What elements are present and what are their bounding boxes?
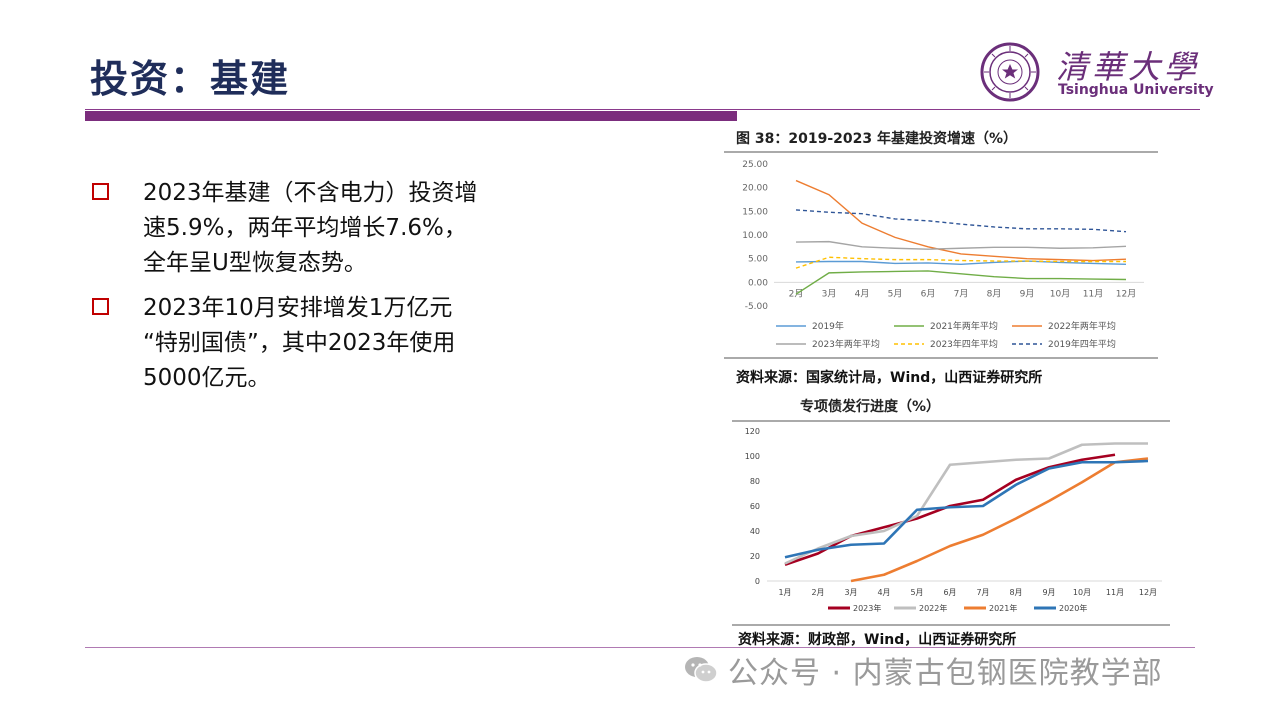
chart2-x-tick-label: 4月 [877, 588, 890, 597]
chart2-x-tick-label: 8月 [1009, 588, 1022, 597]
chart1-x-tick-label: 9月 [1020, 288, 1035, 299]
chart1-y-tick-label: 25.00 [742, 160, 768, 170]
chart1-y-tick-label: 20.00 [742, 184, 768, 194]
header-accent-bar [85, 111, 737, 121]
chart2-legend-label: 2021年 [989, 603, 1017, 613]
wechat-icon [684, 655, 718, 685]
chart1-series-line [795, 179, 1127, 262]
chart2-series-line [784, 459, 1149, 559]
chart2-x-tick-label: 9月 [1042, 588, 1055, 597]
chart1-series-line [795, 260, 1127, 266]
chart1-x-tick-label: 7月 [954, 288, 969, 299]
chart1-legend-label: 2023年四年平均 [930, 338, 998, 350]
chart2-series-line [784, 442, 1148, 565]
checkbox-square-icon [92, 298, 109, 315]
chart1-legend-label: 2021年两年平均 [930, 320, 998, 332]
bullet-text: 2023年基建（不含电力）投资增 速5.9%，两年平均增长7.6%， 全年呈U型… [143, 180, 478, 276]
logo-chinese-name: 清華大學 [1056, 48, 1201, 86]
tsinghua-seal-icon [980, 42, 1040, 102]
chart2-legend-label: 2022年 [919, 603, 947, 613]
chart2-y-tick-label: 0 [755, 577, 760, 586]
chart2-series-line [850, 457, 1149, 583]
special-bond-progress-chart: 0 20 40 60 80 100 120 1月 2月 3月 4月 5月 6月 7月 8月 9月 10月 11月 1… [732, 420, 1170, 626]
chart2-x-tick-label: 1月 [778, 588, 791, 597]
chart2-source: 资料来源：财政部，Wind，山西证券研究所 [738, 632, 1017, 648]
chart1-y-tick-label: 5.00 [748, 255, 768, 265]
bullet-item: 2023年基建（不含电力）投资增 速5.9%，两年平均增长7.6%， 全年呈U型… [92, 176, 562, 281]
header-divider [85, 109, 1200, 110]
chart1-x-tick-label: 11月 [1083, 288, 1103, 299]
chart1-source: 资料来源：国家统计局，Wind，山西证券研究所 [736, 370, 1043, 386]
bullet-item: 2023年10月安排增发1万亿元 “特别国债”，其中2023年使用 5000亿元… [92, 291, 562, 396]
chart1-y-tick-label: 0.00 [748, 278, 768, 288]
checkbox-square-icon [92, 183, 109, 200]
chart2-x-tick-label: 11月 [1106, 588, 1124, 597]
chart1-legend-label: 2023年两年平均 [812, 338, 880, 350]
chart2-legend-label: 2020年 [1059, 603, 1087, 613]
chart2-legend-label: 2023年 [853, 603, 881, 613]
chart2-x-tick-label: 10月 [1073, 588, 1091, 597]
chart1-x-tick-label: 3月 [822, 288, 837, 299]
chart2-y-tick-label: 60 [750, 502, 760, 511]
chart2-y-tick-label: 100 [745, 452, 760, 461]
chart2-y-tick-label: 80 [750, 477, 760, 486]
chart2-x-tick-label: 7月 [976, 588, 989, 597]
chart2-x-tick-label: 3月 [844, 588, 857, 597]
chart1-y-tick-label: 15.00 [742, 207, 768, 217]
chart1-x-tick-label: 10月 [1050, 288, 1070, 299]
chart1-series-line [795, 270, 1127, 295]
chart1-legend-label: 2022年两年平均 [1048, 320, 1116, 332]
chart2-caption: 专项债发行进度（%） [800, 399, 941, 415]
slide-title: 投资：基建 [90, 57, 291, 101]
watermark-text: 公众号 · 内蒙古包钢医院教学部 [728, 656, 1163, 691]
bullet-text: 2023年10月安排增发1万亿元 “特别国债”，其中2023年使用 5000亿元… [143, 295, 456, 391]
chart1-x-tick-label: 5月 [888, 288, 903, 299]
chart2-y-tick-label: 120 [745, 427, 760, 436]
chart1-caption: 图 38：2019-2023 年基建投资增速（%） [736, 131, 1017, 147]
chart1-x-tick-label: 6月 [921, 288, 936, 299]
chart1-series-line [795, 256, 1126, 269]
wechat-watermark: 公众号 · 内蒙古包钢医院教学部 [684, 650, 1163, 691]
logo-english-name: Tsinghua University [1058, 82, 1214, 98]
chart2-x-tick-label: 12月 [1139, 588, 1157, 597]
chart1-x-tick-label: 8月 [987, 288, 1002, 299]
chart2-y-tick-label: 40 [750, 527, 760, 536]
chart1-y-tick-label: 10.00 [742, 231, 768, 241]
bullet-list: 2023年基建（不含电力）投资增 速5.9%，两年平均增长7.6%， 全年呈U型… [92, 176, 562, 406]
chart1-legend-label: 2019年 [812, 320, 844, 332]
chart2-y-tick-label: 20 [750, 552, 760, 561]
chart2-x-tick-label: 6月 [943, 588, 956, 597]
chart1-x-tick-label: 12月 [1116, 288, 1136, 299]
chart1-series-line [795, 209, 1127, 233]
footer-divider [85, 647, 1195, 648]
tsinghua-logo: 清華大學 Tsinghua University [972, 42, 1214, 102]
chart1-legend-label: 2019年四年平均 [1048, 338, 1116, 350]
chart2-x-tick-label: 5月 [910, 588, 923, 597]
chart1-series-line [795, 240, 1127, 250]
chart1-x-tick-label: 4月 [855, 288, 870, 299]
chart1-y-tick-label: -5.00 [745, 302, 769, 312]
chart2-x-tick-label: 2月 [811, 588, 824, 597]
